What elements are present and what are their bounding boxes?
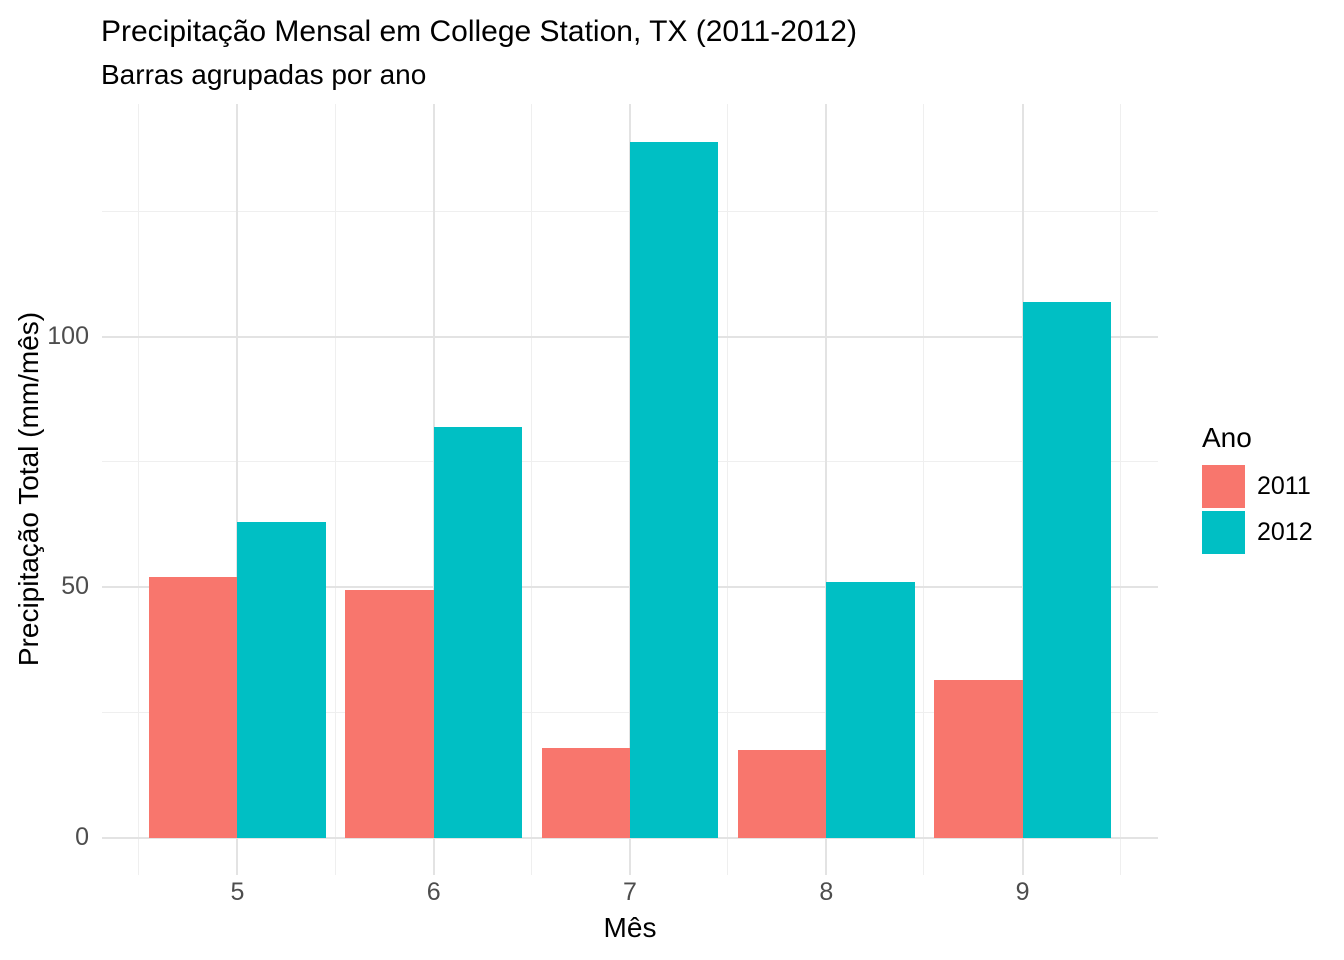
gridline-minor-x-7.5 — [727, 104, 729, 875]
legend-label-2012: 2012 — [1257, 518, 1313, 546]
bar-2011-month-8 — [737, 750, 827, 838]
x-axis-title: Mês — [603, 912, 657, 943]
legend-key-2012-swatch — [1202, 511, 1245, 554]
legend: Ano 2011 2012 — [1202, 421, 1313, 557]
gridline-major-x-5 — [236, 104, 239, 875]
bar-2012-month-5 — [237, 522, 326, 838]
chart-subtitle: Barras agrupadas por ano — [101, 59, 427, 90]
gridline-minor-x-9.5 — [1119, 104, 1121, 875]
bar-2012-month-8 — [826, 582, 915, 838]
y-tick-label-0: 0 — [75, 822, 89, 851]
x-tick-label-8: 8 — [819, 878, 834, 906]
bar-2012-month-9 — [1022, 301, 1111, 838]
bar-2011-month-5 — [149, 577, 238, 838]
x-tick-label-5: 5 — [230, 878, 245, 906]
y-axis-title: Precipitação Total (mm/mês) — [13, 311, 44, 667]
x-tick-label-7: 7 — [623, 878, 637, 906]
bar-2012-month-7 — [630, 141, 719, 838]
bar-2011-month-6 — [345, 589, 434, 838]
y-tick-label-50: 50 — [61, 572, 89, 601]
gridline-minor-x-5.5 — [334, 104, 336, 875]
legend-key-2011-swatch — [1202, 465, 1245, 508]
legend-title: Ano — [1202, 422, 1252, 453]
bar-2011-month-7 — [541, 747, 630, 838]
bar-2012-month-6 — [433, 427, 523, 838]
bar-2011-month-9 — [934, 680, 1023, 838]
gridline-major-x-8 — [825, 104, 828, 875]
plot-panel — [102, 104, 1158, 875]
gridline-minor-x-4.5 — [138, 104, 140, 875]
y-tick-label-100: 100 — [47, 321, 89, 350]
legend-entry-2012: 2012 — [1202, 511, 1313, 554]
gridline-minor-x-8.5 — [923, 104, 925, 875]
legend-entry-2011: 2011 — [1202, 465, 1313, 508]
chart-title: Precipitação Mensal em College Station, … — [101, 15, 857, 48]
x-tick-label-6: 6 — [426, 878, 441, 906]
x-tick-label-9: 9 — [1015, 878, 1030, 906]
legend-label-2011: 2011 — [1257, 472, 1311, 500]
gridline-minor-x-6.5 — [530, 104, 532, 875]
